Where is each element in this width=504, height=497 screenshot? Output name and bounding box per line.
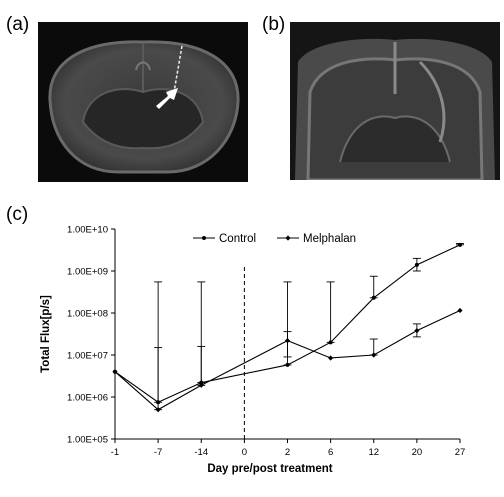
series-melphalan	[112, 307, 463, 413]
y-axis-label: Total Flux[p/s]	[40, 295, 52, 373]
data-point	[155, 407, 161, 413]
panel-label-b: (b)	[262, 14, 286, 35]
y-ticks: 1.00E+05 1.00E+06 1.00E+07 1.00E+08 1.00E+09…	[67, 225, 115, 446]
legend-label: Control	[219, 233, 256, 245]
data-point	[198, 382, 204, 388]
x-tick-label: -1	[111, 447, 119, 458]
y-tick-label: 1.00E+09	[67, 267, 108, 278]
legend-marker	[285, 235, 291, 241]
flux-chart: 1.00E+05 1.00E+06 1.00E+07 1.00E+08 1.00E+09…	[40, 225, 466, 476]
series-line	[114, 309, 461, 411]
legend: Control Melphalan	[193, 233, 356, 245]
y-tick-label: 1.00E+10	[67, 225, 108, 236]
x-tick-label: -7	[154, 447, 162, 458]
series-layer	[112, 242, 464, 413]
series-control	[113, 242, 464, 405]
data-point	[285, 362, 290, 367]
x-tick-label: 20	[412, 447, 423, 458]
data-point	[328, 340, 333, 345]
y-tick-label: 1.00E+07	[67, 351, 108, 362]
x-tick-label: 0	[242, 447, 247, 458]
data-point	[371, 295, 376, 300]
x-tick-label: 27	[455, 447, 466, 458]
data-point	[458, 242, 462, 247]
data-point	[414, 262, 419, 267]
x-tick-label: 6	[328, 447, 333, 458]
data-point	[328, 355, 334, 361]
panel-label-c: (c)	[6, 204, 29, 225]
data-point	[457, 307, 463, 314]
y-tick-label: 1.00E+06	[67, 393, 108, 404]
x-tick-label: -14	[194, 447, 208, 458]
series-line	[114, 244, 461, 403]
legend-label: Melphalan	[303, 233, 356, 245]
y-tick-label: 1.00E+08	[67, 309, 108, 320]
data-point	[284, 338, 291, 344]
data-point	[414, 328, 420, 334]
x-tick-label: 2	[285, 447, 290, 458]
data-point	[371, 352, 377, 358]
mri-image-b	[290, 22, 500, 180]
x-ticks: -1 -7 -14 0 2 6 12 20 27	[111, 439, 466, 458]
panel-label-a: (a)	[6, 14, 30, 35]
mri-image-a	[38, 22, 248, 182]
x-axis-label: Day pre/post treatment	[207, 463, 332, 475]
y-tick-label: 1.00E+05	[67, 435, 108, 446]
legend-marker	[202, 236, 206, 240]
x-tick-label: 12	[368, 447, 379, 458]
